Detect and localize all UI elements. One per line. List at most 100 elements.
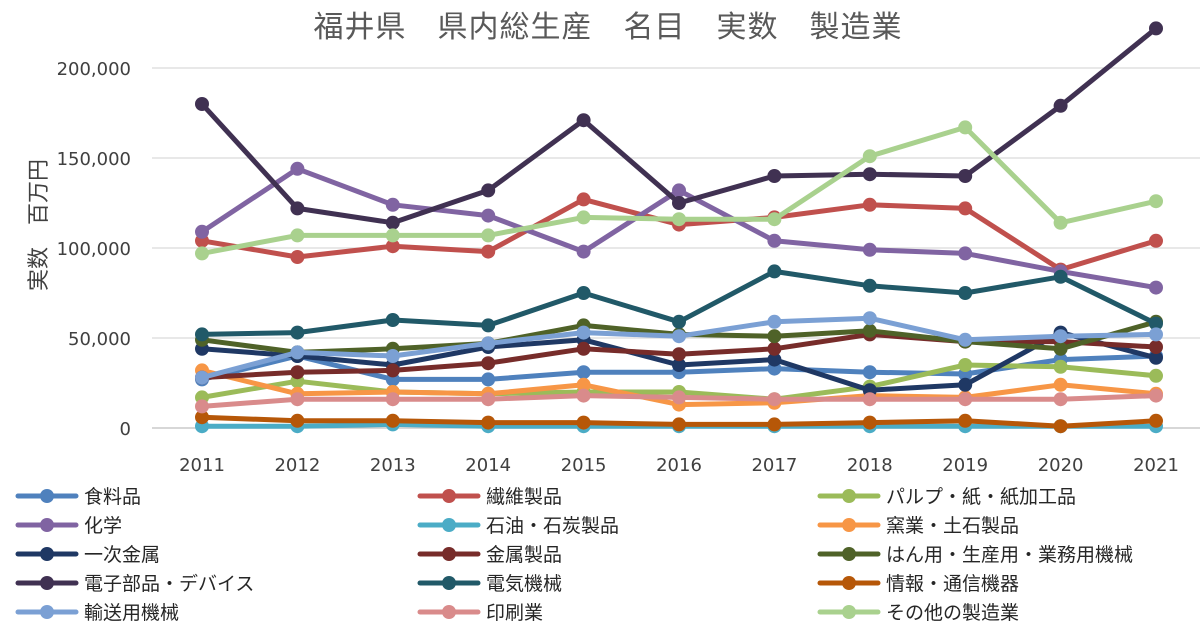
data-point	[576, 415, 591, 430]
data-point	[195, 327, 209, 342]
data-point	[481, 244, 496, 259]
data-point	[481, 336, 496, 351]
x-tick-label: 2019	[942, 455, 988, 476]
data-point	[767, 417, 782, 432]
x-tick-label: 2015	[561, 455, 607, 476]
legend-item[interactable]: 電気機械	[417, 573, 562, 595]
data-point	[195, 410, 209, 425]
data-point	[290, 161, 305, 176]
data-point	[195, 97, 209, 111]
data-point	[958, 246, 973, 261]
data-point	[1149, 194, 1163, 209]
data-point	[1149, 340, 1163, 354]
legend-item[interactable]: 食料品	[15, 486, 141, 508]
legend-item[interactable]: 石油・石炭製品	[417, 515, 619, 537]
data-point	[195, 370, 209, 385]
data-point	[1053, 359, 1068, 374]
series-11	[195, 264, 1163, 342]
legend-marker	[842, 576, 856, 590]
legend-marker	[442, 547, 456, 561]
data-point	[862, 197, 877, 212]
series-group	[195, 21, 1163, 434]
data-point	[862, 149, 877, 164]
x-axis-ticks: 2011 2012 2013 2014 2015 2016 2017 2018 2019 2020…	[179, 455, 1179, 476]
data-point	[576, 244, 591, 259]
data-point	[767, 314, 782, 329]
data-point	[290, 201, 305, 216]
data-point	[672, 390, 686, 405]
data-point	[576, 286, 591, 300]
legend-marker	[442, 489, 456, 503]
data-point	[672, 358, 686, 372]
legend-label: 電気機械	[486, 573, 562, 595]
data-point	[958, 169, 973, 183]
data-point	[767, 329, 782, 344]
legend-item[interactable]: 一次金属	[15, 544, 160, 566]
data-point	[576, 192, 591, 207]
data-point	[1053, 341, 1068, 356]
data-point	[576, 365, 591, 380]
data-point	[385, 363, 400, 378]
data-point	[290, 392, 305, 407]
data-point	[290, 250, 305, 264]
data-point	[1149, 388, 1163, 403]
legend-item[interactable]: パルプ・紙・紙加工品	[817, 486, 1076, 508]
x-tick-label: 2020	[1038, 455, 1084, 476]
data-point	[767, 392, 782, 407]
data-point	[576, 341, 591, 356]
y-tick-label: 50,000	[68, 329, 131, 350]
legend-item[interactable]: 金属製品	[417, 544, 562, 566]
legend-marker	[442, 605, 456, 619]
data-point	[481, 415, 496, 430]
series-4	[195, 161, 1163, 295]
data-point	[767, 341, 782, 356]
data-point	[767, 233, 782, 248]
data-point	[672, 329, 686, 344]
data-point	[862, 242, 877, 257]
data-point	[672, 314, 686, 329]
legend-item[interactable]: 繊維製品	[417, 486, 562, 508]
legend-item[interactable]: 印刷業	[417, 602, 543, 624]
data-point	[290, 345, 305, 360]
series-10	[195, 21, 1163, 230]
data-point	[862, 323, 877, 338]
legend-marker	[40, 576, 54, 590]
data-point	[1053, 329, 1068, 344]
legend-label: 食料品	[84, 486, 141, 508]
data-point	[576, 377, 591, 392]
legend-label: その他の製造業	[886, 602, 1019, 624]
y-tick-label: 0	[120, 419, 131, 440]
legend-item[interactable]: はん用・生産用・業務用機械	[817, 544, 1133, 566]
data-point	[1149, 413, 1163, 428]
legend-marker	[442, 518, 456, 532]
y-axis-ticks: 0 50,000 100,000 150,000 200,000	[57, 59, 131, 440]
data-point	[767, 264, 782, 279]
data-point	[958, 332, 973, 347]
legend-item[interactable]: その他の製造業	[817, 602, 1019, 624]
data-point	[385, 239, 400, 254]
legend-marker	[40, 605, 54, 619]
legend-marker	[40, 518, 54, 532]
legend-item[interactable]: 電子部品・デバイス	[15, 573, 254, 595]
data-point	[481, 372, 496, 387]
data-point	[290, 365, 305, 380]
data-point	[958, 120, 973, 135]
data-point	[1149, 21, 1163, 36]
series-15	[195, 120, 1163, 261]
y-tick-label: 150,000	[57, 149, 131, 170]
x-tick-label: 2017	[751, 455, 797, 476]
legend-item[interactable]: 情報・通信機器	[817, 573, 1019, 595]
x-tick-label: 2012	[274, 455, 320, 476]
data-point	[385, 197, 400, 212]
legend-item[interactable]: 化学	[15, 515, 122, 537]
data-point	[385, 228, 400, 243]
legend-label: 繊維製品	[486, 486, 562, 508]
legend-item[interactable]: 輸送用機械	[15, 602, 179, 624]
data-point	[290, 413, 305, 428]
legend-label: 印刷業	[486, 602, 543, 624]
x-tick-label: 2014	[465, 455, 511, 476]
data-point	[1053, 269, 1068, 284]
legend-item[interactable]: 窯業・土石製品	[817, 515, 1019, 537]
legend-label: 輸送用機械	[84, 602, 179, 624]
